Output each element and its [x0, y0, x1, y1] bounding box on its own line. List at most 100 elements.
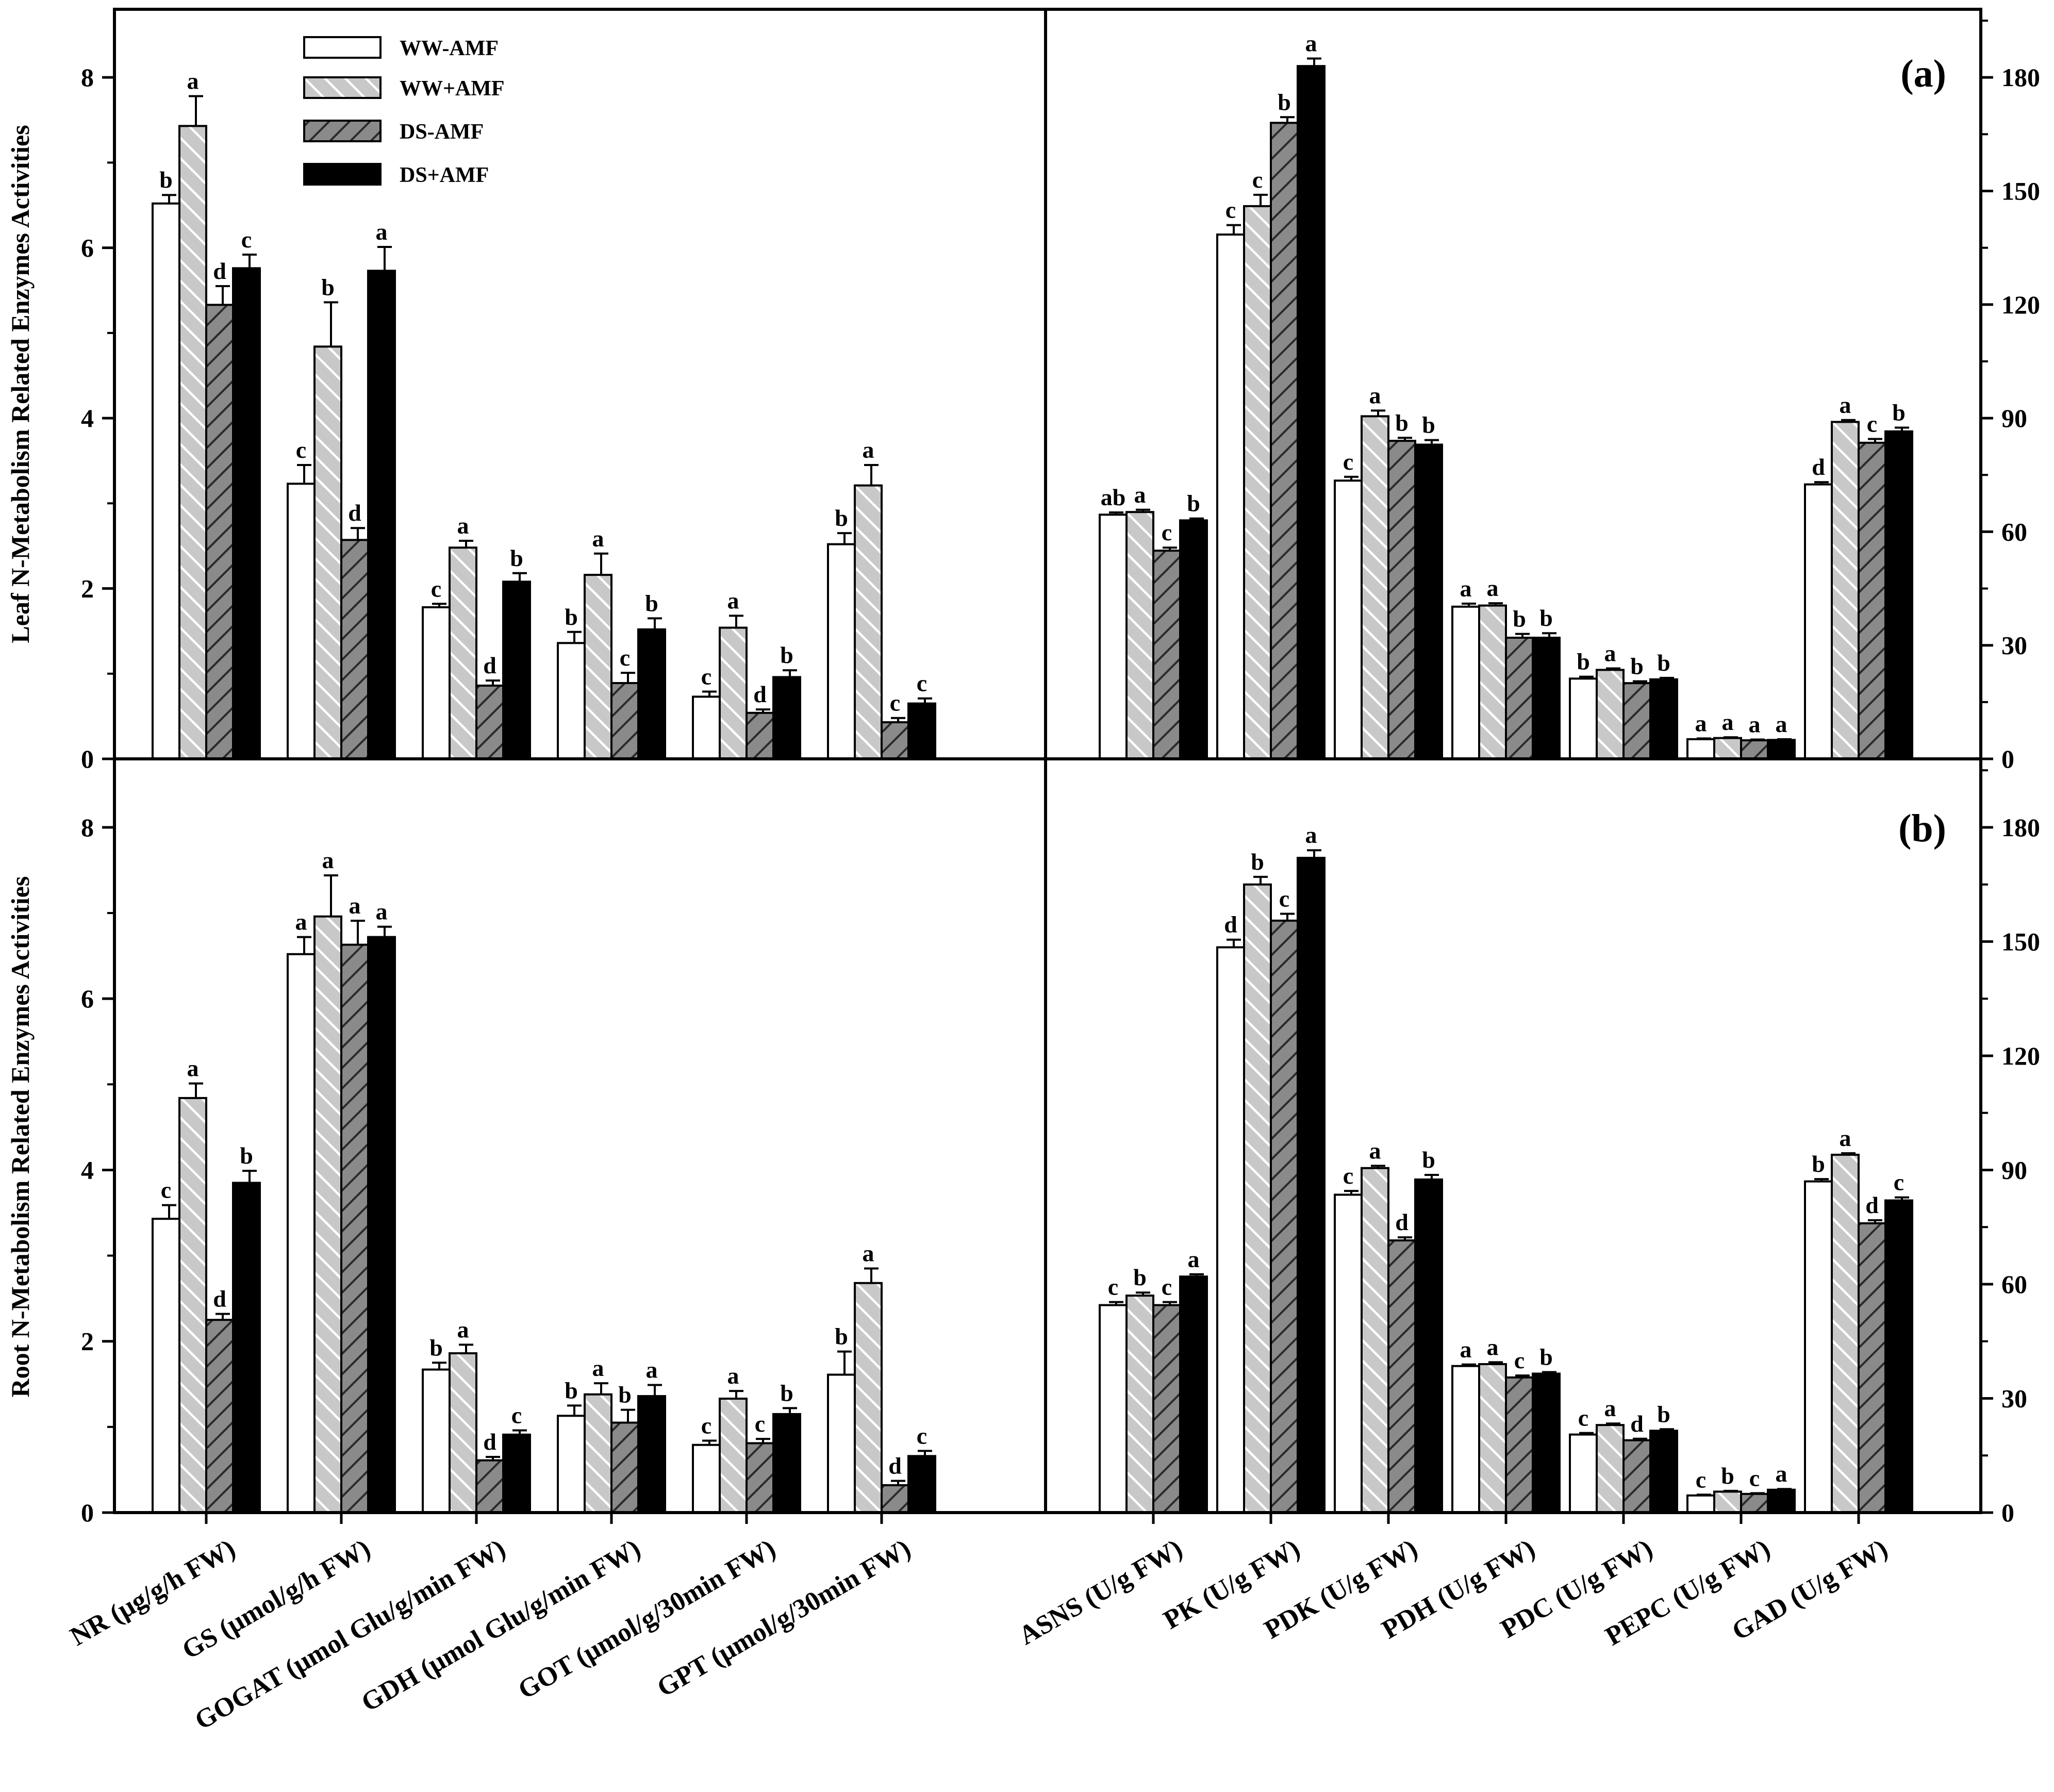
legend-swatch-ds-plus-amf	[303, 163, 382, 186]
right-x-label-0: ASNS (U/g FW)	[1014, 1534, 1187, 1651]
panel-a-left-bar-1-2	[340, 539, 369, 760]
panel-a-left-bar-1-3	[367, 270, 396, 760]
left-x-label-5: GPT (μmol/g/30min FW)	[652, 1534, 916, 1703]
panel-b-left-letter-2-1: a	[457, 1316, 469, 1342]
panel-a-left-errorbar-4-3	[783, 669, 797, 677]
panel-a-right-bar-0-1	[1125, 511, 1154, 760]
panel-b-left-ticks: 0 2 4 6 8	[81, 813, 114, 1527]
panel-a-right-letter-3-0: a	[1460, 575, 1472, 602]
panel-b-left-letter-4-2: c	[755, 1411, 765, 1437]
panel-b-left-bar-5-3	[907, 1455, 936, 1514]
panel-a-right-bar-2-1	[1361, 415, 1389, 760]
panel-a-left-bar-5-1	[854, 484, 883, 760]
panel-a-left-letter-2-3: b	[510, 545, 523, 571]
panel-a-right-bar-2-0	[1334, 479, 1363, 760]
panel-a-left-ticks: 0 2 4 6 8	[81, 63, 114, 773]
panel-b-right-letter-4-2: d	[1630, 1411, 1644, 1437]
panel-b-right-letter-4-0: c	[1578, 1405, 1588, 1431]
panel-a-right-bar-5-0	[1686, 738, 1715, 760]
panel-b-right-bar-3-3	[1532, 1372, 1561, 1514]
panel-b-right-errorbar-6-1	[1841, 1152, 1856, 1155]
panel-a-right-errorbar-0-0	[1109, 511, 1123, 515]
panel-a-right-letter-6-3: b	[1892, 399, 1906, 425]
panel-b-right-letter-6-2: d	[1865, 1192, 1879, 1218]
panel-a-left-errorbar-1-2	[351, 527, 365, 540]
panel-a-right-errorbar-4-0	[1579, 675, 1594, 679]
panel-b-left-bar-2-3	[502, 1433, 531, 1514]
panel-a-right-bar-6-3	[1884, 430, 1913, 760]
panel-b-left-bar-5-0	[827, 1373, 856, 1514]
panel-b-left-errorbar-3-1	[594, 1382, 608, 1395]
panel-b-left-errorbar-4-2	[756, 1438, 770, 1443]
panel-b-right-bar-2-2	[1387, 1239, 1416, 1514]
legend-swatch-ww-amf	[303, 36, 382, 59]
panel-b-right-errorbar-1-0	[1227, 938, 1241, 948]
panel-b-right-y-tick-label-2: 60	[2001, 1270, 2027, 1299]
panel-a-left-bar-0-0	[152, 202, 180, 760]
panel-a-left-y-tick-label-3: 6	[81, 234, 94, 262]
panel-b-left-letter-4-1: a	[727, 1363, 739, 1389]
panel-b-right-letter-4-3: b	[1657, 1401, 1670, 1427]
panel-b-left-y-tick-label-3: 6	[81, 984, 94, 1013]
panel-a-left-letter-4-0: c	[701, 663, 711, 689]
panel-a-right-errorbar-4-3	[1660, 676, 1674, 679]
panel-b-left-bar-4-0	[692, 1443, 721, 1514]
panel-b-right-errorbar-4-1	[1606, 1422, 1620, 1425]
panel-b-right-letter-6-3: c	[1894, 1169, 1904, 1196]
panel-b-left-errorbar-2-0	[432, 1362, 446, 1370]
panel-a-left-errorbar-4-1	[729, 615, 743, 628]
panel-b-left-letter-4-3: b	[780, 1380, 793, 1406]
panel-b-right-bar-6-2	[1858, 1222, 1886, 1514]
panel-b-left-errorbar-0-2	[216, 1313, 230, 1320]
panel-a-left-bar-1-1	[313, 345, 342, 760]
panel-b-right-errorbar-6-2	[1868, 1219, 1882, 1223]
panel-b-left-bar-3-1	[584, 1393, 612, 1514]
panel-a-right-y-tick-label-2: 60	[2001, 517, 2027, 546]
panel-b-right-ticks: 0 30 60 90 120 150 180	[1981, 769, 2040, 1527]
panel-a-right-letter-6-2: c	[1867, 410, 1877, 437]
panel-a-right-bar-2-2	[1387, 440, 1416, 760]
panel-b-left-bar-3-2	[610, 1421, 639, 1514]
panel-a-left-bar-4-2	[746, 711, 774, 760]
panel-b-right-bar-1-3	[1297, 856, 1326, 1514]
panel-b-right-errorbar-2-3	[1424, 1174, 1439, 1180]
panel-b-right-errorbar-0-0	[1109, 1301, 1123, 1305]
panel-b-right-errorbar-3-3	[1542, 1371, 1556, 1374]
panel-a-right-errorbar-5-1	[1724, 736, 1738, 739]
panel-b-left-bar-2-1	[449, 1352, 477, 1514]
panel-a-right-bar-1-0	[1216, 233, 1245, 760]
panel-a-left-letter-5-1: a	[863, 437, 874, 463]
panel-b-right-letter-5-1: b	[1721, 1463, 1734, 1489]
panel-a-left-letter-0-0: b	[159, 167, 173, 193]
panel-b-right-errorbar-0-1	[1136, 1291, 1150, 1296]
legend-swatch-ww-plus-amf	[303, 76, 382, 99]
panel-b-right-bar-6-1	[1831, 1153, 1860, 1514]
panel-b-left-bar-1-1	[313, 915, 342, 1514]
legend-swatch-ds-amf	[303, 120, 382, 142]
panel-b-right-bar-6-0	[1804, 1180, 1833, 1514]
panel-a-left-bar-0-2	[205, 304, 234, 760]
panel-b-right-letter-1-0: d	[1224, 911, 1237, 938]
panel-b-right-letter-5-0: c	[1696, 1466, 1706, 1492]
panel-a-left-letter-3-0: b	[565, 604, 578, 630]
panel-a-left-errorbar-3-1	[594, 552, 608, 575]
panel-b-left-errorbar-0-0	[162, 1204, 176, 1219]
panel-b-left-bar-2-2	[475, 1459, 504, 1514]
panel-a-right-letter-4-2: b	[1630, 653, 1644, 679]
panel-b-right-y-tick-label-5: 150	[2001, 927, 2040, 956]
panel-b-left-letter-0-3: b	[240, 1142, 253, 1169]
x-axis: NR (μg/g/h FW)GS (μmol/g/h FW)GOGAT (μmo…	[65, 1513, 1893, 1736]
panel-a-right-letter-0-0: ab	[1101, 484, 1126, 510]
panel-a-left-errorbar-4-2	[756, 708, 770, 713]
panel-a-right-errorbar-3-0	[1462, 602, 1476, 607]
panel-a-right-bar-1-3	[1297, 65, 1326, 760]
panel-a-right-letter-6-1: a	[1840, 392, 1851, 418]
panel-a-left-letter-2-2: d	[483, 652, 496, 678]
panel-b-right-letter-0-2: c	[1162, 1274, 1172, 1300]
panel-a-right-bar-0-3	[1179, 519, 1208, 760]
panel-a-right-bar-6-0	[1804, 483, 1833, 760]
panel-b-right-errorbar-4-0	[1579, 1432, 1594, 1435]
panel-b-left-letter-1-3: a	[376, 899, 388, 925]
panel-a-right-bar-5-3	[1767, 739, 1796, 760]
